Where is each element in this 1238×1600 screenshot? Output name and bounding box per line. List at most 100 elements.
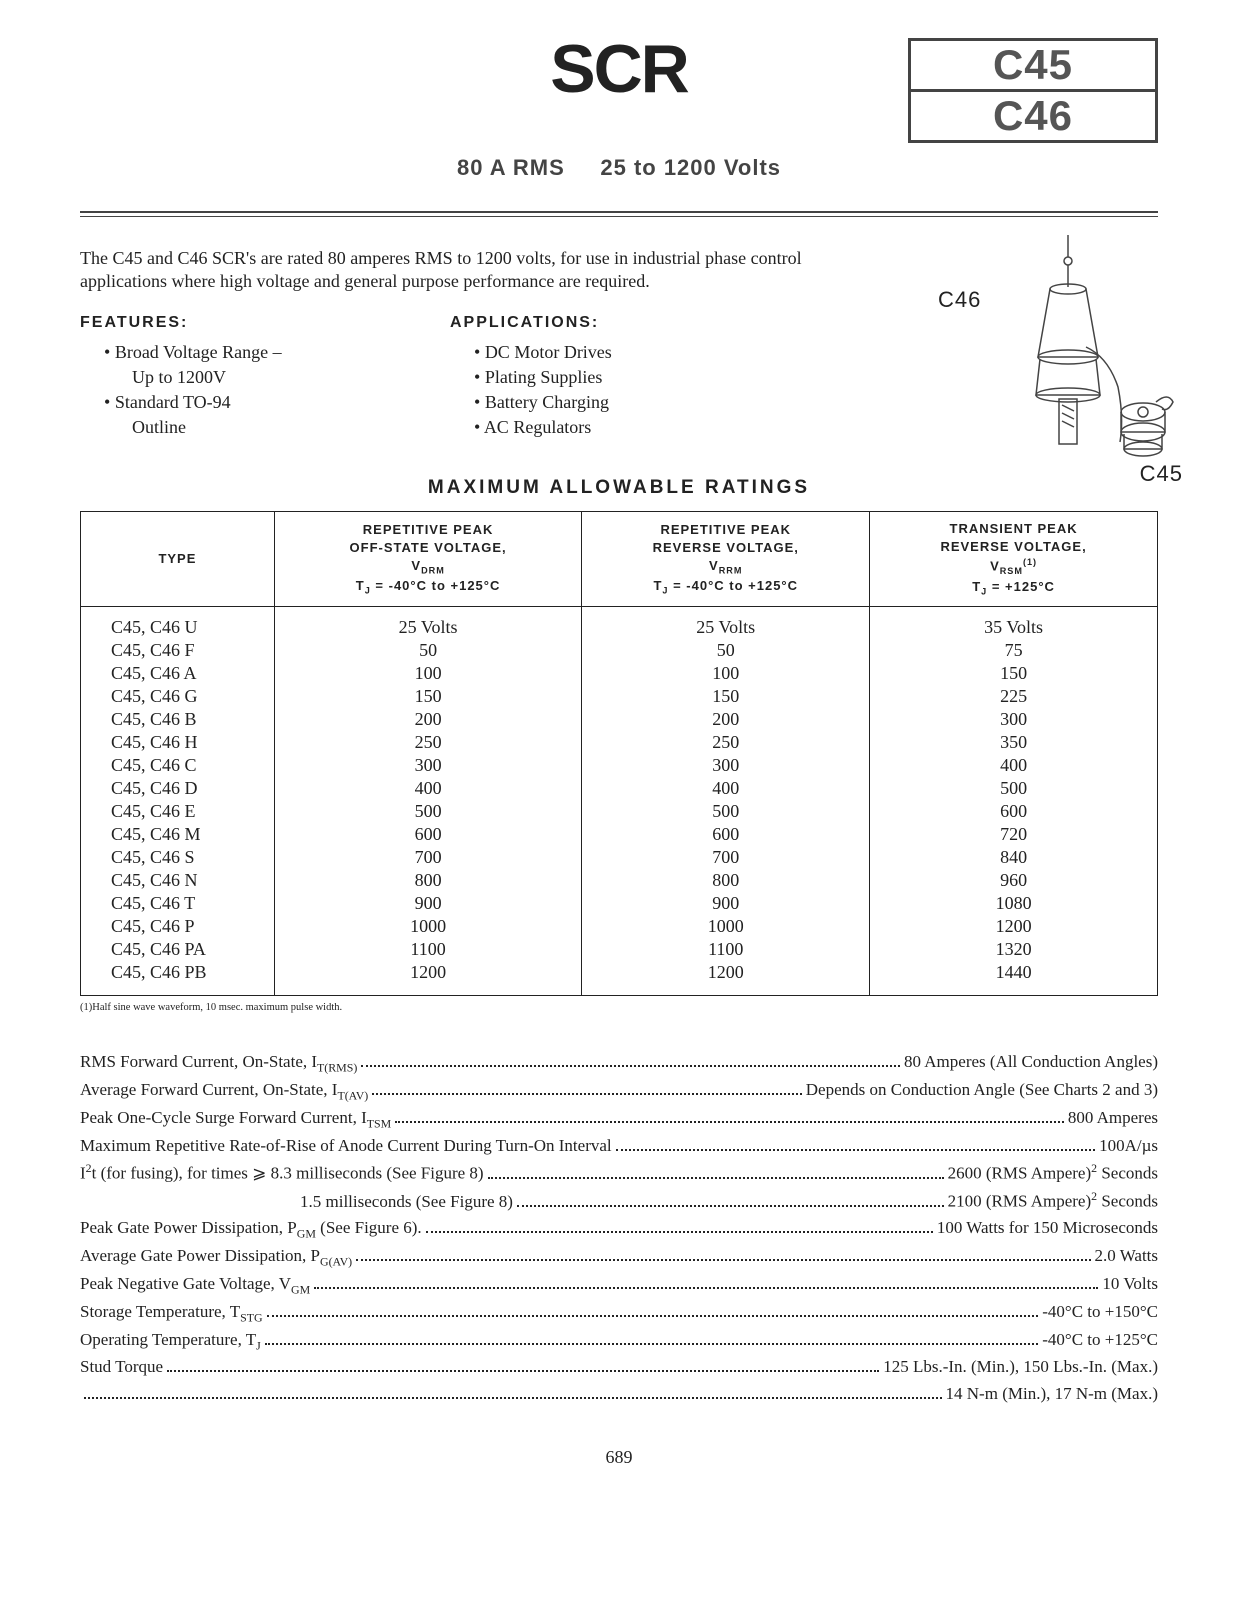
spec-line: Peak Negative Gate Voltage, VGM 10 Volts (80, 1271, 1158, 1299)
spec-value: Depends on Conduction Angle (See Charts … (806, 1077, 1158, 1103)
table-cell: C45, C46 PA (81, 938, 275, 961)
spec-dots (361, 1065, 900, 1067)
feature-item: Standard TO-94 (104, 390, 450, 415)
spec-line: Stud Torque125 Lbs.-In. (Min.), 150 Lbs.… (80, 1354, 1158, 1380)
subtitle: 80 A RMS 25 to 1200 Volts (80, 155, 1158, 181)
application-item: AC Regulators (474, 415, 820, 440)
page-number: 689 (80, 1447, 1158, 1468)
table-cell: C45, C46 A (81, 662, 275, 685)
spec-line: Peak Gate Power Dissipation, PGM (See Fi… (80, 1215, 1158, 1243)
component-diagram: C46 C45 (908, 227, 1188, 487)
table-cell: 900 (582, 892, 870, 915)
ratings-table: TYPE REPETITIVE PEAKOFF-STATE VOLTAGE,VD… (80, 511, 1158, 996)
table-row: C45, C46 B200200300 (81, 708, 1158, 731)
table-cell: 720 (870, 823, 1158, 846)
table-cell: 1000 (582, 915, 870, 938)
table-cell: 840 (870, 846, 1158, 869)
table-cell: C45, C46 E (81, 800, 275, 823)
table-cell: 800 (582, 869, 870, 892)
table-cell: C45, C46 C (81, 754, 275, 777)
table-cell: 1100 (274, 938, 581, 961)
spec-value: 10 Volts (1102, 1271, 1158, 1297)
table-cell: C45, C46 N (81, 869, 275, 892)
features-heading: FEATURES: (80, 314, 450, 332)
table-cell: 150 (870, 662, 1158, 685)
spec-list: RMS Forward Current, On-State, IT(RMS) 80… (80, 1049, 1158, 1407)
table-cell: C45, C46 P (81, 915, 275, 938)
spec-label: Average Gate Power Dissipation, PG(AV) (80, 1243, 352, 1271)
table-header-vdrm: REPETITIVE PEAKOFF-STATE VOLTAGE,VDRMTJ … (274, 512, 581, 607)
table-row: C45, C46 U25 Volts25 Volts35 Volts (81, 607, 1158, 640)
table-cell: 1200 (870, 915, 1158, 938)
spec-label: Average Forward Current, On-State, IT(AV… (80, 1077, 368, 1105)
table-header-vrsm: TRANSIENT PEAKREVERSE VOLTAGE,VRSM(1)TJ … (870, 512, 1158, 607)
table-cell: 400 (582, 777, 870, 800)
spec-line: 14 N-m (Min.), 17 N-m (Max.) (80, 1381, 1158, 1407)
spec-label: Operating Temperature, TJ (80, 1327, 261, 1355)
table-cell: 900 (274, 892, 581, 915)
feature-item: Up to 1200V (104, 365, 450, 390)
spec-value: 2600 (RMS Ampere)2 Seconds (948, 1159, 1158, 1187)
table-cell: 700 (274, 846, 581, 869)
spec-line: Storage Temperature, TSTG-40°C to +150°C (80, 1299, 1158, 1327)
table-row: C45, C46 N800800960 (81, 869, 1158, 892)
table-cell: C45, C46 F (81, 639, 275, 662)
feature-item: Outline (104, 415, 450, 440)
spec-dots (314, 1287, 1098, 1289)
table-cell: 600 (582, 823, 870, 846)
spec-value: -40°C to +150°C (1042, 1299, 1158, 1325)
table-cell: C45, C46 PB (81, 961, 275, 996)
table-cell: 25 Volts (274, 607, 581, 640)
applications-column: APPLICATIONS: DC Motor DrivesPlating Sup… (450, 314, 820, 441)
table-cell: 600 (274, 823, 581, 846)
spec-line: Average Forward Current, On-State, IT(AV… (80, 1077, 1158, 1105)
spec-dots (356, 1259, 1090, 1261)
table-cell: C45, C46 M (81, 823, 275, 846)
spec-value: 100A/µs (1099, 1133, 1158, 1159)
spec-dots (426, 1231, 933, 1233)
table-cell: 300 (582, 754, 870, 777)
table-cell: 700 (582, 846, 870, 869)
table-row: C45, C46 F505075 (81, 639, 1158, 662)
c45-diagram-label: C45 (1140, 461, 1183, 487)
table-cell: 100 (274, 662, 581, 685)
table-footnote: (1)Half sine wave waveform, 10 msec. max… (80, 1002, 1158, 1021)
table-header-type: TYPE (81, 512, 275, 607)
table-cell: 75 (870, 639, 1158, 662)
spec-value: 125 Lbs.-In. (Min.), 150 Lbs.-In. (Max.) (883, 1354, 1158, 1380)
spec-value: 800 Amperes (1068, 1105, 1158, 1131)
applications-heading: APPLICATIONS: (450, 314, 820, 332)
feature-item: Broad Voltage Range – (104, 340, 450, 365)
table-cell: 150 (582, 685, 870, 708)
table-row: C45, C46 G150150225 (81, 685, 1158, 708)
table-cell: 250 (582, 731, 870, 754)
divider-rule (80, 211, 1158, 217)
spec-line: I2t (for fusing), for times ⩾ 8.3 millis… (80, 1159, 1158, 1187)
table-row: C45, C46 H250250350 (81, 731, 1158, 754)
spec-dots (84, 1397, 942, 1399)
table-row: C45, C46 P100010001200 (81, 915, 1158, 938)
spec-line: Average Gate Power Dissipation, PG(AV)2.… (80, 1243, 1158, 1271)
spec-label: Peak Negative Gate Voltage, VGM (80, 1271, 310, 1299)
spec-label: RMS Forward Current, On-State, IT(RMS) (80, 1049, 357, 1077)
table-cell: 1200 (274, 961, 581, 996)
spec-value: 14 N-m (Min.), 17 N-m (Max.) (946, 1381, 1158, 1407)
table-cell: 200 (274, 708, 581, 731)
spec-label: Peak Gate Power Dissipation, PGM (See Fi… (80, 1215, 422, 1243)
table-cell: 150 (274, 685, 581, 708)
spec-line: RMS Forward Current, On-State, IT(RMS)80… (80, 1049, 1158, 1077)
table-cell: 1000 (274, 915, 581, 938)
table-cell: 1320 (870, 938, 1158, 961)
table-cell: 50 (274, 639, 581, 662)
spec-line: 1.5 milliseconds (See Figure 8)2100 (RMS… (80, 1187, 1158, 1215)
table-cell: 400 (870, 754, 1158, 777)
table-cell: C45, C46 B (81, 708, 275, 731)
table-row: C45, C46 E500500600 (81, 800, 1158, 823)
table-cell: 35 Volts (870, 607, 1158, 640)
intro-paragraph: The C45 and C46 SCR's are rated 80 amper… (80, 247, 820, 294)
table-cell: 500 (870, 777, 1158, 800)
features-column: FEATURES: Broad Voltage Range –Up to 120… (80, 314, 450, 441)
table-cell: 50 (582, 639, 870, 662)
table-cell: C45, C46 G (81, 685, 275, 708)
table-cell: 225 (870, 685, 1158, 708)
